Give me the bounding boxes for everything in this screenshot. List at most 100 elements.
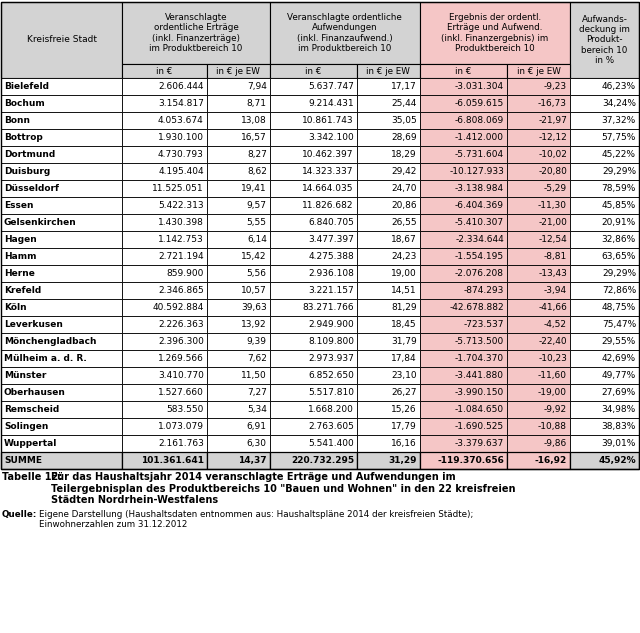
Bar	[507, 418, 570, 435]
Text: 39,63: 39,63	[241, 303, 267, 312]
Text: 5,55: 5,55	[247, 218, 267, 227]
Text: 13,92: 13,92	[241, 320, 267, 329]
Bar	[357, 282, 420, 299]
Bar	[122, 163, 207, 180]
Bar	[122, 418, 207, 435]
Text: Eigene Darstellung (Haushaltsdaten entnommen aus: Haushaltspläne 2014 der kreisf: Eigene Darstellung (Haushaltsdaten entno…	[39, 510, 474, 529]
Text: Bochum: Bochum	[4, 99, 45, 108]
Bar	[357, 333, 420, 350]
Bar	[420, 163, 507, 180]
Text: -2.334.644: -2.334.644	[455, 235, 504, 244]
Bar	[269, 78, 357, 95]
Bar	[1, 333, 122, 350]
Bar	[207, 78, 269, 95]
Bar	[570, 231, 639, 248]
Text: 35,05: 35,05	[391, 116, 417, 125]
Bar	[207, 214, 269, 231]
Bar	[122, 95, 207, 112]
Bar	[357, 316, 420, 333]
Text: 40.592.884: 40.592.884	[152, 303, 204, 312]
Text: 29,42: 29,42	[392, 167, 417, 176]
Bar	[269, 231, 357, 248]
Text: -1.704.370: -1.704.370	[455, 354, 504, 363]
Bar	[269, 95, 357, 112]
Text: -12,12: -12,12	[538, 133, 567, 142]
Bar	[1, 265, 122, 282]
Bar	[122, 384, 207, 401]
Bar	[507, 95, 570, 112]
Text: 83.271.766: 83.271.766	[302, 303, 354, 312]
Text: 38,83%: 38,83%	[602, 422, 636, 431]
Text: -10.127.933: -10.127.933	[449, 167, 504, 176]
Text: 18,67: 18,67	[391, 235, 417, 244]
Text: 42,69%: 42,69%	[602, 354, 636, 363]
Text: -3.441.880: -3.441.880	[455, 371, 504, 380]
Bar	[507, 180, 570, 197]
Text: 19,00: 19,00	[391, 269, 417, 278]
Text: Hagen: Hagen	[4, 235, 36, 244]
Bar	[420, 452, 507, 469]
Bar	[122, 452, 207, 469]
Bar	[1, 231, 122, 248]
Bar	[507, 248, 570, 265]
Text: -6.808.069: -6.808.069	[455, 116, 504, 125]
Bar	[570, 435, 639, 452]
Bar	[357, 129, 420, 146]
Bar	[507, 163, 570, 180]
Bar	[122, 435, 207, 452]
Text: 16,16: 16,16	[391, 439, 417, 448]
Bar	[507, 112, 570, 129]
Text: 2.396.300: 2.396.300	[158, 337, 204, 346]
Text: Ergebnis der ordentl.
Erträge und Aufwend.
(inkl. Finanzergebnis) im
Produktbere: Ergebnis der ordentl. Erträge und Aufwen…	[442, 13, 548, 53]
Text: -723.537: -723.537	[463, 320, 504, 329]
Bar	[1, 214, 122, 231]
Text: 39,01%: 39,01%	[602, 439, 636, 448]
Bar	[122, 64, 207, 78]
Bar	[207, 333, 269, 350]
Bar	[1, 129, 122, 146]
Bar	[570, 282, 639, 299]
Text: 1.269.566: 1.269.566	[158, 354, 204, 363]
Bar	[269, 299, 357, 316]
Text: 2.721.194: 2.721.194	[158, 252, 204, 261]
Bar	[207, 384, 269, 401]
Bar	[420, 248, 507, 265]
Bar	[1, 112, 122, 129]
Text: -16,92: -16,92	[535, 456, 567, 465]
Bar	[122, 2, 269, 64]
Bar	[357, 452, 420, 469]
Bar	[207, 401, 269, 418]
Bar	[570, 2, 639, 78]
Text: 2.763.605: 2.763.605	[308, 422, 354, 431]
Text: 4.730.793: 4.730.793	[158, 150, 204, 159]
Text: 17,79: 17,79	[391, 422, 417, 431]
Bar	[507, 129, 570, 146]
Text: 29,29%: 29,29%	[602, 167, 636, 176]
Text: Wuppertal: Wuppertal	[4, 439, 58, 448]
Bar	[269, 214, 357, 231]
Bar	[269, 384, 357, 401]
Bar	[207, 265, 269, 282]
Text: Aufwands-
deckung im
Produkt-
bereich 10
in %: Aufwands- deckung im Produkt- bereich 10…	[579, 15, 630, 65]
Text: Mönchengladbach: Mönchengladbach	[4, 337, 97, 346]
Text: Bielefeld: Bielefeld	[4, 82, 49, 91]
Bar	[269, 367, 357, 384]
Text: 2.973.937: 2.973.937	[308, 354, 354, 363]
Text: -9,92: -9,92	[544, 405, 567, 414]
Bar	[357, 95, 420, 112]
Text: Krefeld: Krefeld	[4, 286, 41, 295]
Text: 37,32%: 37,32%	[602, 116, 636, 125]
Bar	[207, 367, 269, 384]
Text: 5.422.313: 5.422.313	[158, 201, 204, 210]
Text: Tabelle 12:: Tabelle 12:	[2, 472, 62, 482]
Text: -42.678.882: -42.678.882	[449, 303, 504, 312]
Text: 20,86: 20,86	[391, 201, 417, 210]
Text: 57,75%: 57,75%	[602, 133, 636, 142]
Bar	[269, 282, 357, 299]
Text: in € je EW: in € je EW	[516, 66, 561, 75]
Bar	[357, 299, 420, 316]
Text: 45,92%: 45,92%	[598, 456, 636, 465]
Text: 4.195.404: 4.195.404	[158, 167, 204, 176]
Bar	[269, 435, 357, 452]
Text: Veranschlagte ordentliche
Aufwendungen
(inkl. Finanzaufwend.)
im Produktbereich : Veranschlagte ordentliche Aufwendungen (…	[287, 13, 402, 53]
